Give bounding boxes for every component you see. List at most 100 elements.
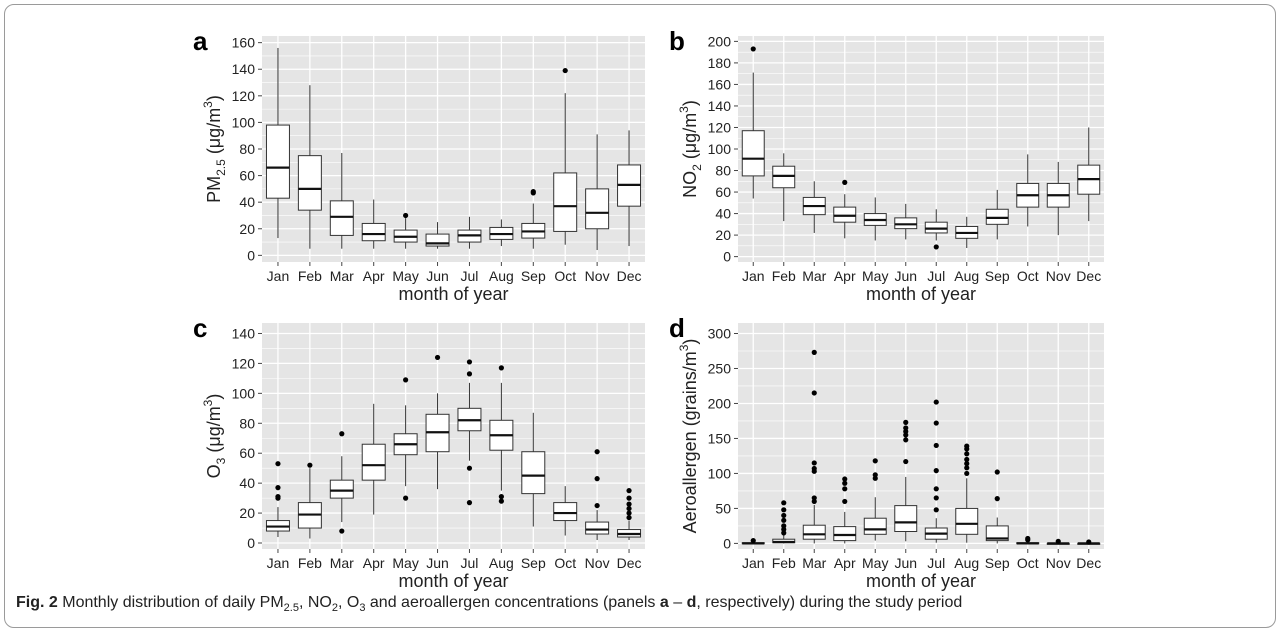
outlier-point	[1086, 539, 1092, 545]
box-iqr	[863, 517, 887, 535]
caption-sub-1: 2.5	[283, 602, 299, 615]
box-aug	[489, 219, 514, 247]
outlier-point	[498, 494, 504, 500]
outlier-point	[933, 399, 939, 405]
y-tick-label: 0	[723, 249, 731, 265]
box-sep	[985, 189, 1009, 240]
x-tick-label: Dec	[1076, 268, 1101, 284]
y-tick-label: 120	[232, 355, 256, 371]
x-tick-label: Aug	[954, 555, 979, 571]
outlier-point	[498, 498, 504, 504]
y-tick-label: 40	[239, 475, 255, 491]
outlier-point	[466, 465, 473, 471]
box-jun	[894, 203, 918, 240]
box-feb	[772, 153, 796, 222]
outlier-point	[750, 538, 756, 544]
outlier-point	[964, 456, 970, 463]
x-tick-label: Jul	[461, 268, 479, 284]
caption-text-5: –	[668, 594, 687, 611]
outlier-point	[964, 470, 970, 477]
y-tick-label: 100	[708, 141, 732, 157]
x-tick-label: Oct	[554, 555, 576, 571]
outlier-point	[781, 507, 787, 513]
caption-sub-2: 2	[331, 602, 338, 615]
outlier-point	[403, 212, 409, 219]
x-tick-label: Jul	[927, 555, 945, 571]
panel-d: 0 50 100 150 200 250 300 Jan Feb Mar Apr May Jun Jul A…	[669, 313, 1104, 591]
y-tick-label: 120	[708, 119, 732, 135]
box-dec	[617, 488, 642, 541]
box-may	[863, 197, 887, 241]
box-iqr	[553, 502, 578, 522]
box-nov	[1046, 538, 1070, 545]
outlier-point	[842, 480, 848, 486]
outlier-point	[466, 371, 473, 377]
box-oct	[1016, 535, 1040, 545]
box-dec	[1077, 539, 1101, 545]
y-tick-label: 60	[239, 168, 255, 184]
x-tick-label: Nov	[1046, 268, 1071, 284]
x-tick-label: Jun	[426, 555, 449, 571]
box-iqr	[985, 525, 1009, 542]
x-tick-label: Jun	[426, 268, 449, 284]
x-axis-label: month of year	[866, 571, 976, 591]
box-iqr	[425, 233, 450, 247]
y-tick-label: 300	[708, 325, 732, 341]
y-tick-label: 100	[232, 114, 256, 130]
y-tick-label: 60	[239, 445, 255, 461]
box-iqr	[329, 479, 354, 499]
panel-letter: d	[669, 313, 685, 343]
outlier-point	[903, 425, 909, 431]
box-sep	[985, 469, 1009, 544]
x-tick-label: Apr	[363, 555, 385, 571]
y-tick-label: 250	[708, 360, 732, 376]
box-iqr	[361, 443, 386, 481]
y-tick-label: 140	[232, 325, 256, 341]
outlier-point	[903, 437, 909, 443]
box-dec	[617, 130, 642, 247]
y-tick-label: 0	[247, 535, 255, 551]
caption-text-2: , NO	[298, 594, 332, 611]
y-tick-label: 20	[239, 221, 255, 237]
y-tick-label: 80	[715, 163, 731, 179]
outlier-point	[594, 476, 600, 482]
box-nov	[585, 449, 610, 541]
box-may	[393, 212, 418, 249]
outlier-point	[562, 67, 568, 74]
caption-figure-label: Fig. 2	[16, 594, 58, 611]
box-mar	[329, 152, 354, 249]
box-oct	[1016, 154, 1040, 227]
y-tick-label: 200	[708, 33, 732, 49]
panel-letter: b	[669, 26, 685, 56]
y-tick-label: 80	[239, 141, 255, 157]
x-tick-label: Feb	[772, 268, 796, 284]
y-tick-label: 160	[708, 76, 732, 92]
caption-text-1: Monthly distribution of daily PM	[62, 594, 284, 611]
x-tick-label: Jan	[742, 268, 765, 284]
caption-panel-d: d	[686, 594, 697, 611]
box-mar	[802, 181, 826, 233]
box-iqr	[585, 521, 610, 535]
box-feb	[297, 85, 322, 249]
caption-text-4: and aeroallergen concentrations (panels	[365, 594, 660, 611]
x-tick-label: Dec	[617, 268, 642, 284]
box-mar	[802, 349, 826, 544]
outlier-point	[781, 512, 787, 519]
outlier-point	[811, 465, 817, 472]
x-tick-label: Oct	[1017, 555, 1039, 571]
outlier-point	[750, 46, 756, 52]
outlier-point	[811, 495, 817, 501]
x-tick-label: Sep	[985, 555, 1010, 571]
outlier-point	[811, 390, 817, 396]
y-tick-label: 20	[715, 227, 731, 243]
outlier-point	[842, 476, 848, 482]
y-tick-label: 200	[708, 395, 732, 411]
box-apr	[833, 179, 857, 239]
outlier-point	[434, 354, 441, 361]
box-iqr	[521, 451, 546, 495]
x-tick-label: May	[862, 555, 888, 571]
outlier-point	[626, 514, 632, 521]
outlier-point	[530, 188, 536, 195]
y-tick-label: 50	[715, 500, 731, 516]
outlier-point	[466, 359, 473, 365]
